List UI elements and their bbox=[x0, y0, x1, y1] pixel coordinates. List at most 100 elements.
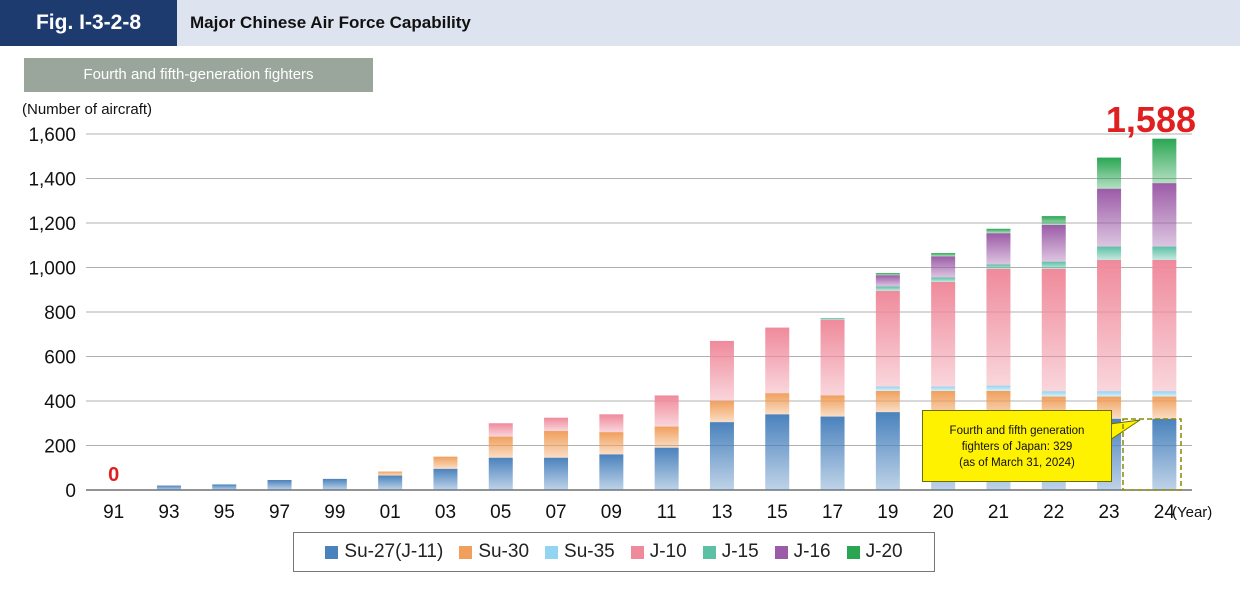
annotations: 0 1,588 bbox=[108, 99, 1196, 486]
bar-segment bbox=[875, 390, 900, 413]
legend-label: J-20 bbox=[865, 541, 903, 562]
bar-segment bbox=[875, 412, 900, 490]
y-tick-label: 1,400 bbox=[28, 170, 76, 191]
x-tick-label: 21 bbox=[988, 502, 1009, 523]
legend-swatch bbox=[630, 545, 644, 559]
y-tick-label: 1,200 bbox=[28, 214, 76, 235]
bar-segment bbox=[765, 393, 790, 415]
bar-segment bbox=[1097, 188, 1122, 247]
legend-item: J-16 bbox=[774, 541, 831, 563]
x-tick-label: 15 bbox=[767, 502, 788, 523]
legend-swatch bbox=[459, 545, 473, 559]
bar-segment bbox=[1041, 268, 1066, 392]
bar-segment bbox=[654, 395, 679, 427]
figure-number: Fig. I-3-2-8 bbox=[0, 0, 177, 46]
x-tick-label: 97 bbox=[269, 502, 290, 523]
bar-segment bbox=[875, 275, 900, 287]
legend-label: Su-35 bbox=[564, 541, 615, 562]
bar-segment bbox=[820, 416, 845, 490]
japan-reference-box bbox=[1122, 418, 1182, 491]
bar-segment bbox=[875, 290, 900, 387]
x-tick-label: 13 bbox=[711, 502, 732, 523]
bar-segment bbox=[875, 286, 900, 291]
bar-segment bbox=[654, 426, 679, 448]
x-tick-label: 11 bbox=[657, 502, 677, 523]
bar-segment bbox=[765, 414, 790, 490]
legend-item: Su-30 bbox=[459, 541, 529, 563]
bar-segment bbox=[433, 456, 458, 469]
x-tick-label: 95 bbox=[214, 502, 235, 523]
x-axis-ticks: 91 93 95 97 99 01 03 05 07 09 11 13 15 17 19 20 21 22 23 24 bbox=[103, 502, 1175, 523]
bar-segment bbox=[212, 484, 237, 490]
legend-label: Su-27(J-11) bbox=[344, 541, 444, 562]
bar-segment bbox=[1097, 157, 1122, 189]
bar-segment bbox=[820, 395, 845, 417]
bar-segment bbox=[488, 457, 513, 490]
bar-segment bbox=[599, 414, 624, 433]
japan-fighters-callout: Fourth and fifth generation fighters of … bbox=[922, 410, 1112, 482]
x-tick-label: 05 bbox=[490, 502, 511, 523]
bar-segment bbox=[986, 385, 1011, 391]
callout-line-3: (as of March 31, 2024) bbox=[959, 457, 1075, 469]
bar-segment bbox=[1152, 259, 1177, 392]
bar-segment bbox=[931, 277, 956, 282]
bar-segment bbox=[709, 422, 734, 490]
legend-swatch bbox=[545, 545, 559, 559]
bar-segment bbox=[1041, 391, 1066, 397]
x-tick-label: 03 bbox=[435, 502, 456, 523]
legend-label: J-16 bbox=[793, 541, 831, 562]
bar-segment bbox=[931, 281, 956, 387]
x-tick-label: 19 bbox=[877, 502, 898, 523]
bar-segment bbox=[1152, 391, 1177, 397]
bar-segment bbox=[875, 273, 900, 276]
legend-item: Su-27(J-11) bbox=[325, 541, 443, 563]
y-tick-label: 800 bbox=[44, 303, 76, 324]
bar-segment bbox=[1152, 183, 1177, 247]
bar-segment bbox=[986, 228, 1011, 234]
bar-segment bbox=[1097, 391, 1122, 397]
bar-segment bbox=[1152, 246, 1177, 260]
bar-segment bbox=[544, 431, 569, 458]
y-tick-label: 1,000 bbox=[28, 259, 76, 280]
bar-segment bbox=[378, 475, 403, 490]
x-tick-label: 23 bbox=[1098, 502, 1119, 523]
bar-segment bbox=[544, 417, 569, 432]
bar-segment bbox=[544, 457, 569, 490]
legend-item: Su-35 bbox=[545, 541, 615, 563]
bar-segment bbox=[986, 264, 1011, 269]
x-tick-label: 99 bbox=[324, 502, 345, 523]
y-tick-label: 200 bbox=[44, 437, 76, 458]
bar-segment bbox=[1041, 216, 1066, 226]
bar-segment bbox=[931, 253, 956, 257]
legend-swatch bbox=[846, 545, 860, 559]
bar-segment bbox=[267, 479, 292, 490]
x-tick-label: 24 bbox=[1154, 502, 1176, 523]
bar-segment bbox=[1152, 396, 1177, 419]
bar-segment bbox=[156, 485, 181, 490]
chart-legend: Su-27(J-11) Su-30 Su-35 J-10 J-15 J-16 J-20 bbox=[293, 532, 935, 572]
callout-line-1: Fourth and fifth generation bbox=[949, 425, 1085, 437]
x-tick-label: 17 bbox=[822, 502, 843, 523]
callout-pointer bbox=[1109, 419, 1141, 441]
bar-segment bbox=[1097, 259, 1122, 392]
bar-segment bbox=[931, 256, 956, 278]
figure-header: Fig. I-3-2-8 Major Chinese Air Force Cap… bbox=[0, 0, 1240, 46]
data-label: 0 bbox=[108, 464, 119, 486]
bar-segment bbox=[488, 423, 513, 437]
y-axis-label: (Number of aircraft) bbox=[22, 101, 152, 118]
bar-segment bbox=[709, 340, 734, 401]
bar-segment bbox=[1097, 246, 1122, 260]
x-axis-label: (Year) bbox=[1172, 504, 1212, 521]
chart-subtitle: Fourth and fifth-generation fighters bbox=[24, 58, 373, 92]
bar-segment bbox=[433, 468, 458, 490]
legend-item: J-20 bbox=[846, 541, 903, 563]
x-tick-label: 91 bbox=[103, 502, 124, 523]
x-tick-label: 20 bbox=[933, 502, 954, 523]
bar-segment bbox=[820, 318, 845, 320]
bar-segment bbox=[765, 327, 790, 394]
x-tick-label: 09 bbox=[601, 502, 622, 523]
legend-item: J-15 bbox=[702, 541, 759, 563]
bar-segment bbox=[1041, 225, 1066, 262]
y-tick-label: 600 bbox=[44, 348, 76, 369]
bar-segment bbox=[599, 432, 624, 455]
